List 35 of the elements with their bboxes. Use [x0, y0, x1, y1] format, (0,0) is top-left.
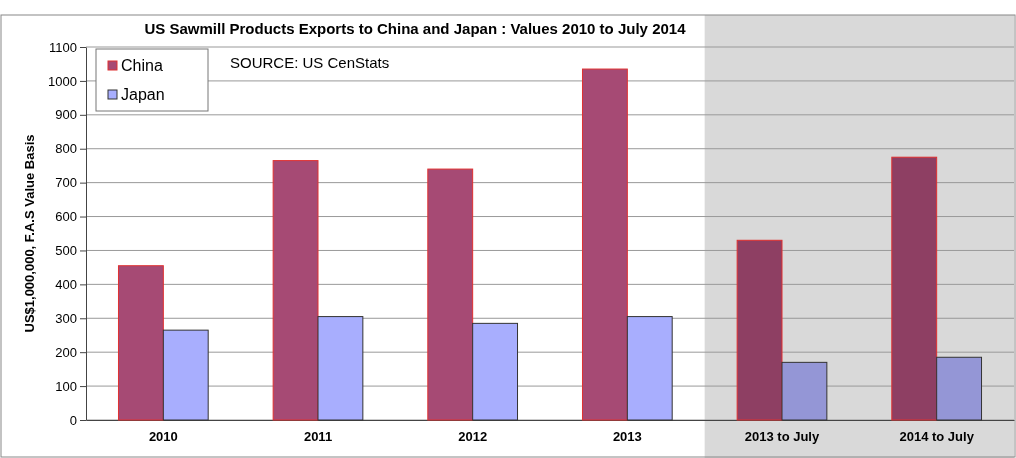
x-tick-label: 2014 to July	[899, 429, 975, 445]
x-tick-label: 2012	[458, 429, 488, 445]
bar	[891, 156, 938, 421]
x-tick-label: 2013 to July	[744, 429, 820, 445]
bar	[472, 322, 519, 421]
y-tick-label: 900	[55, 107, 77, 123]
legend-label: Japan	[121, 86, 165, 103]
y-tick-label: 200	[55, 344, 77, 360]
y-tick-label: 100	[55, 378, 77, 394]
x-tick-label: 2011	[303, 429, 333, 445]
bar	[117, 265, 164, 421]
annotation: SOURCE: US CenStats	[230, 54, 390, 71]
bar	[162, 329, 209, 421]
y-tick-label: 800	[55, 141, 77, 157]
bar	[781, 361, 828, 421]
chart-title: US Sawmill Products Exports to China and Japan : Values 2010 to July 2014	[144, 20, 687, 37]
bar	[427, 168, 474, 421]
y-tick-label: 600	[55, 209, 77, 225]
bar	[272, 160, 319, 421]
bar	[626, 316, 673, 421]
bar	[736, 239, 783, 421]
bar	[581, 68, 628, 421]
x-tick-label: 2013	[612, 429, 642, 445]
bar	[317, 316, 364, 421]
y-tick-label: 1000	[48, 73, 77, 89]
y-tick-label: 0	[69, 412, 77, 428]
y-axis-title: US$1,000,000, F.A.S Value Basis	[22, 134, 37, 333]
y-tick-label: 300	[55, 310, 77, 326]
y-tick-label: 1100	[49, 39, 77, 55]
bar	[936, 356, 983, 421]
y-tick-label: 700	[55, 175, 77, 191]
legend-label: China	[121, 57, 163, 74]
y-tick-label: 500	[55, 243, 77, 259]
y-tick-label: 400	[55, 277, 77, 293]
x-tick-label: 2010	[148, 429, 178, 445]
